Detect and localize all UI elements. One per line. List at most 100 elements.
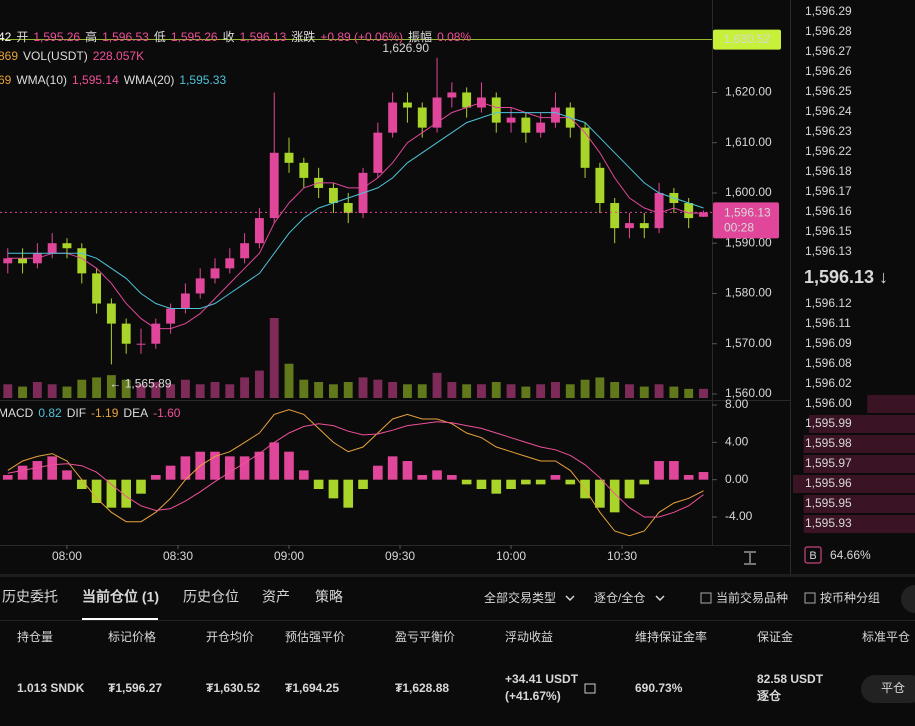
filter[interactable]: 全部交易类型 [484,590,556,605]
filter[interactable]: 当前交易品种 [716,590,788,605]
legend-item: 低 [154,30,166,44]
candle-body [402,102,412,108]
macd-bar [595,479,605,508]
legend-item: DIF [67,406,86,420]
y-tick-label: 1,600.00 [725,185,772,199]
table-header: 盈亏平衡价 [395,630,455,644]
candle-body [254,218,264,244]
ask-price: 1,596.28 [805,24,852,38]
volume-bar [166,384,176,398]
last-price-tag [713,202,779,239]
ask-price: 1,596.23 [805,124,852,138]
more-button[interactable] [901,585,915,613]
candle-body [225,258,235,269]
macd-bar [624,479,635,499]
y-tick-label: 1,590.00 [725,235,772,249]
candle-body [3,258,13,264]
wma-line [7,112,704,309]
macd-bar [550,475,561,480]
reset-icon[interactable] [744,551,756,565]
bid-price: 1,596.12 [805,296,852,310]
candle-body [625,223,634,229]
legend-item: -1.19 [91,406,119,420]
macd-bar [639,479,650,485]
legend-row: 42 开 1,595.26 高 1,596.53 低 1,595.26 收 1,596.13 涨跌… [0,29,471,44]
volume-bar [284,363,294,398]
ratio-side: B [809,550,816,562]
price-annotation: ← 1,565.89 [109,377,171,391]
table-cell: +34.41 USDT [505,672,579,686]
candle-body [166,308,176,324]
table-cell: ₮1,630.52 [206,681,260,695]
volume-bar [388,382,398,398]
candle-body [299,162,309,178]
volume-bar [580,379,590,398]
candle-body [639,223,649,229]
candle-body [699,212,708,217]
share-icon[interactable] [584,683,596,694]
table-cell: 逐仓 [757,688,782,703]
x-tick-label: 09:00 [274,549,304,563]
volume-bar [432,372,442,398]
table-header: 持仓量 [17,629,53,644]
checkbox[interactable] [700,592,712,604]
tab[interactable]: 策略 [315,589,343,605]
volume-bar [314,382,324,398]
table-cell: ₮1,628.88 [395,681,449,695]
volume-bar [92,377,102,398]
legend-row: 869 VOL(USDT) 228.057K [0,49,144,63]
volume-bar [639,386,649,398]
legend-item: 收 [223,30,235,44]
macd-bar [447,475,457,480]
macd-bar [654,461,664,480]
volume-bar [32,382,42,398]
position-tag-label: 1,630.52 [724,32,771,46]
legend-item: 0.82 [38,406,62,420]
checkbox[interactable] [804,592,816,604]
y-tick-label: 1,570.00 [725,336,772,350]
candle-body [536,122,546,133]
bid-depth [793,475,915,493]
volume-bar [684,388,694,398]
volume-bar [151,382,161,398]
candle-body [240,243,250,259]
volume-bar [47,384,57,398]
dropdown-caret [565,595,575,601]
macd-bar [284,451,294,480]
x-tick-label: 10:30 [607,549,637,563]
close-button-label[interactable]: 平仓 [881,681,905,695]
volume-bar [180,379,190,398]
macd-bar [358,479,368,490]
volume-bar [506,384,516,398]
legend-item: 228.057K [93,49,144,63]
candle-body [447,92,457,98]
legend-item: 69 [0,73,12,87]
book-last-price: 1,596.13 ↓ [804,267,888,287]
candle-body [47,243,57,254]
legend-item: 1,595.26 [33,30,80,44]
macd-bar [609,479,620,513]
tab[interactable]: 资产 [262,589,290,605]
candle-body [580,127,590,168]
ask-price: 1,596.16 [805,204,852,218]
tab[interactable]: 历史仓位 [183,589,239,605]
volume-bar [699,388,708,398]
macd-bar [669,461,679,480]
candle-body [180,293,190,309]
bid-price: 1,595.95 [805,496,852,510]
x-tick-label: 08:30 [163,549,193,563]
candle-body [136,343,146,345]
volume-bar [358,377,368,398]
ask-price: 1,596.13 [805,244,852,258]
legend-row: 69 WMA(10) 1,595.14 WMA(20) 1,595.33 [0,73,226,87]
legend-item: -1.60 [153,406,181,420]
legend-item: 涨跌 [291,29,315,44]
close-button[interactable] [861,675,915,703]
macd-bar [491,479,502,494]
candle-body [343,203,353,214]
tab[interactable]: 当前仓位 (1) [82,589,159,605]
y-tick-label: 1,560.00 [725,386,772,400]
filter[interactable]: 逐仓/全仓 [594,590,645,605]
tab[interactable]: 历史委托 [2,589,58,605]
filter[interactable]: 按币种分组 [820,591,880,605]
